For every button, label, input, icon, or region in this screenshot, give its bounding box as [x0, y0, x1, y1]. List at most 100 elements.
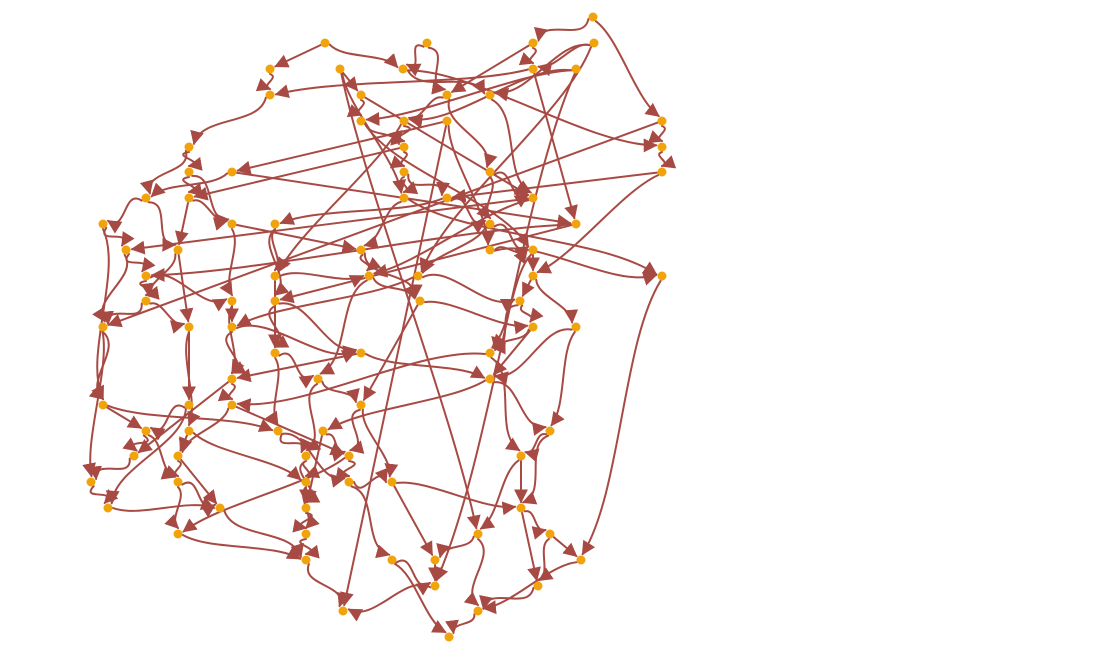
graph-edge [328, 43, 399, 69]
graph-edge [494, 246, 528, 265]
graph-edge [405, 44, 425, 77]
graph-edge [106, 404, 274, 432]
graph-node [173, 477, 183, 487]
graph-node [485, 90, 495, 100]
graph-edge [445, 613, 476, 635]
graph-node [320, 38, 330, 48]
graph-edge [552, 536, 578, 558]
graph-node [571, 64, 581, 74]
graph-node [444, 632, 454, 642]
graph-edge [421, 274, 516, 312]
graph-edge [139, 280, 160, 300]
graph-edge [325, 433, 347, 462]
graph-edge [406, 69, 658, 153]
graph-node [356, 90, 366, 100]
graph-edge [274, 44, 322, 68]
graph-edge [523, 510, 547, 540]
graph-node [528, 245, 538, 255]
graph-node [301, 555, 311, 565]
graph-edge [339, 124, 447, 607]
graph-edge [365, 69, 573, 126]
graph-edge [235, 224, 357, 254]
graph-node [227, 296, 237, 306]
graph-node [141, 296, 151, 306]
graph-node [398, 64, 408, 74]
graph-node [141, 426, 151, 436]
graph-edge [255, 73, 274, 92]
graph-edge [163, 460, 182, 479]
graph-edge [533, 72, 578, 220]
graph-edge [303, 434, 323, 504]
graph-edge [482, 561, 578, 615]
graph-node [270, 348, 280, 358]
graph-edge [236, 353, 358, 383]
graph-edge [521, 434, 550, 505]
graph-edge [581, 279, 662, 556]
graph-edge [279, 433, 313, 454]
graph-node [528, 322, 538, 332]
graph-edge [88, 457, 131, 481]
graph-node [270, 271, 280, 281]
graph-node [227, 167, 237, 177]
graph-node [318, 426, 328, 436]
edge-layer [82, 18, 677, 635]
graph-edge [306, 563, 351, 608]
graph-edge [192, 199, 229, 231]
graph-node [301, 529, 311, 539]
graph-edge [535, 278, 579, 324]
graph-node [430, 555, 440, 565]
graph-edge [340, 72, 481, 530]
graph-edge [279, 272, 365, 288]
graph-node [301, 503, 311, 513]
graph-node [356, 348, 366, 358]
graph-edge [268, 305, 290, 348]
graph-node [516, 503, 526, 513]
graph-edge [493, 328, 573, 386]
graph-edge [106, 406, 143, 429]
graph-node [356, 116, 366, 126]
graph-edge [658, 151, 677, 169]
graph-node [173, 245, 183, 255]
graph-edge [279, 197, 444, 225]
graph-node [415, 296, 425, 306]
graph-edge [181, 534, 302, 560]
graph-node [422, 38, 432, 48]
graph-edge [427, 46, 447, 95]
graph-node [227, 219, 237, 229]
graph-edge [349, 408, 365, 454]
graph-edge [182, 457, 346, 533]
graph-edge [125, 253, 156, 273]
graph-edge [419, 46, 592, 273]
graph-edge [521, 279, 535, 297]
graph-edge [536, 174, 660, 274]
graph-edge [149, 274, 228, 312]
graph-edge [277, 123, 402, 273]
graph-edge [394, 563, 447, 634]
graph-node [86, 477, 96, 487]
graph-node [184, 193, 194, 203]
graph-edge [492, 381, 547, 436]
graph-edge [82, 331, 105, 478]
graph-node [571, 322, 581, 332]
graph-edge [647, 125, 666, 144]
graph-edge [435, 72, 576, 582]
graph-edge [150, 172, 229, 198]
graph-node [129, 451, 139, 461]
graph-edge [389, 151, 408, 169]
graph-edge [192, 432, 302, 481]
graph-node [485, 374, 495, 384]
graph-edge [106, 197, 143, 234]
graph-edge [407, 173, 450, 197]
graph-node [485, 245, 495, 255]
graph-node [657, 116, 667, 126]
graph-edge [190, 96, 267, 146]
graph-node [442, 90, 452, 100]
graph-node [173, 451, 183, 461]
graph-node [98, 322, 108, 332]
graph-node [356, 400, 366, 410]
graph-edge [112, 496, 216, 512]
graph-edge [359, 253, 382, 272]
graph-node [528, 38, 538, 48]
graph-edge [177, 253, 194, 323]
